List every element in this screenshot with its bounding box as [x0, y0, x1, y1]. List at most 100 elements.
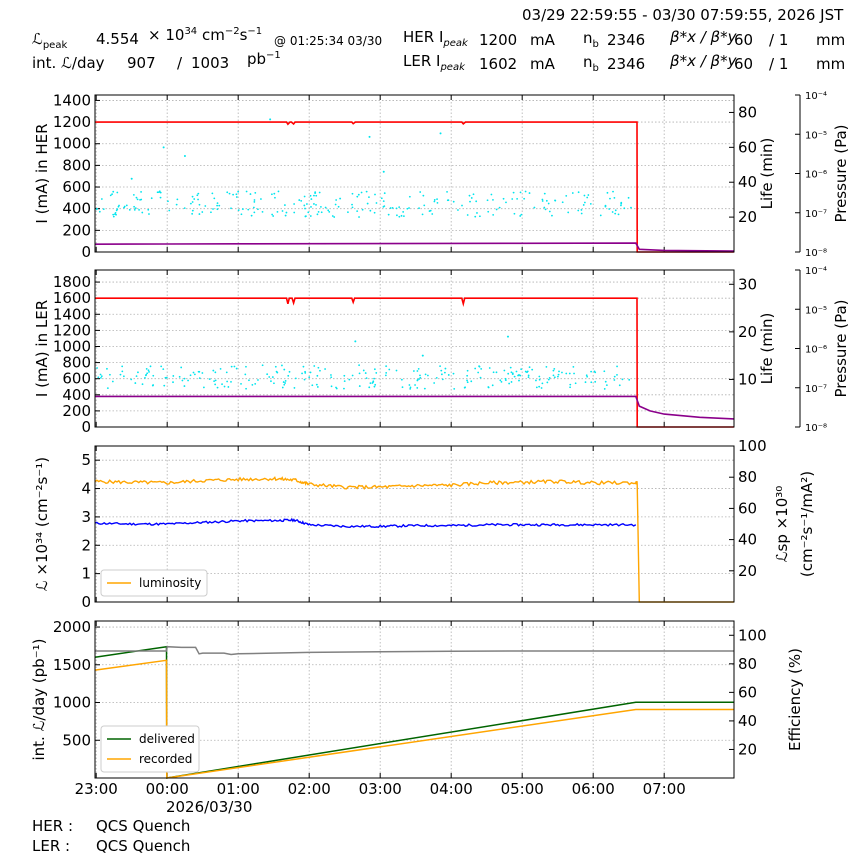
life-point	[319, 369, 321, 372]
life-point	[130, 378, 133, 381]
life-point	[331, 215, 334, 217]
life-point	[198, 203, 201, 206]
ylabel-right-1: ℒsp ×10³⁰	[773, 486, 791, 563]
life-point	[431, 213, 434, 215]
life-point	[373, 377, 376, 380]
ytick-label: 1400	[53, 91, 91, 109]
life-point	[531, 368, 534, 371]
ytick-label: 200	[62, 402, 91, 420]
life-point	[196, 194, 199, 197]
life-point	[502, 197, 505, 200]
life-point	[147, 208, 150, 211]
ytick-label: 500	[62, 731, 91, 749]
life-point	[480, 367, 483, 370]
life-point	[423, 204, 426, 207]
life-point	[152, 374, 155, 377]
ytick-right-label: 10	[738, 370, 757, 388]
life-points	[96, 335, 631, 390]
life-point	[616, 373, 618, 376]
life-point	[257, 379, 259, 381]
ler-beta-unit: mm	[816, 55, 846, 73]
life-point	[528, 366, 531, 369]
life-point	[137, 371, 139, 374]
pressure-tick-label: 10⁻⁴	[805, 266, 827, 277]
life-point	[261, 210, 264, 213]
life-point	[309, 194, 312, 197]
life-point	[314, 191, 317, 194]
life-point	[141, 211, 144, 214]
life-point	[541, 382, 544, 385]
plot-frame	[94, 620, 735, 779]
life-point	[226, 380, 229, 383]
life-point	[180, 366, 183, 369]
life-point	[311, 384, 314, 387]
life-point	[351, 192, 354, 195]
life-point	[421, 354, 424, 357]
life-point	[269, 118, 272, 121]
int-lumi-unit: pb−1	[247, 50, 281, 68]
life-point	[100, 375, 103, 378]
life-point	[102, 208, 105, 211]
life-point	[216, 208, 219, 211]
life-point	[500, 380, 503, 383]
ytick-right-label: 60	[738, 499, 757, 517]
life-point	[470, 197, 473, 199]
life-point	[466, 369, 469, 372]
life-point	[361, 208, 364, 211]
life-point	[498, 206, 501, 209]
life-point	[569, 383, 572, 386]
life-point	[315, 383, 318, 386]
ler-beta-x: 60	[734, 55, 754, 73]
life-point	[193, 198, 196, 200]
life-point	[365, 190, 368, 193]
life-point	[330, 376, 333, 379]
life-point	[97, 376, 100, 379]
life-point	[585, 374, 588, 377]
life-point	[141, 383, 144, 386]
life-point	[408, 384, 411, 386]
life-point	[250, 214, 253, 217]
life-point	[383, 192, 386, 195]
life-point	[320, 205, 322, 208]
xtick-label: 23:00	[75, 780, 118, 798]
life-point	[416, 387, 419, 389]
life-point	[293, 387, 296, 389]
life-point	[478, 215, 481, 218]
life-point	[360, 191, 363, 194]
life-point	[565, 195, 568, 197]
life-point	[160, 365, 163, 368]
ytick-label: 1200	[53, 113, 91, 131]
life-point	[398, 215, 401, 218]
life-point	[577, 209, 580, 212]
life-point	[315, 204, 317, 206]
int-lumi-recorded: 1003	[191, 54, 230, 72]
life-point	[260, 198, 262, 200]
life-point	[327, 209, 330, 212]
life-point	[237, 209, 240, 212]
ler-status-value: QCS Quench	[96, 837, 191, 855]
life-point	[488, 367, 491, 369]
her-beta-label: β*x / β*y	[670, 28, 737, 46]
life-point	[358, 385, 361, 387]
life-point	[568, 372, 571, 375]
ler-beta-label: β*x / β*y	[670, 52, 737, 70]
life-point	[417, 367, 420, 370]
ytick-label: 400	[62, 386, 91, 404]
life-point	[139, 198, 141, 201]
life-point	[164, 376, 167, 379]
life-point	[447, 374, 450, 376]
life-point	[552, 369, 555, 372]
life-point	[609, 197, 611, 200]
life-point	[111, 193, 113, 196]
ytick-label: 400	[62, 200, 91, 218]
life-point	[369, 209, 372, 212]
life-point	[134, 382, 137, 384]
life-point	[111, 380, 114, 383]
life-point	[343, 387, 345, 390]
life-point	[343, 374, 346, 377]
life-point	[253, 199, 256, 201]
life-point	[300, 199, 303, 202]
life-point	[138, 209, 140, 211]
life-point	[422, 194, 425, 197]
life-point	[565, 372, 568, 375]
